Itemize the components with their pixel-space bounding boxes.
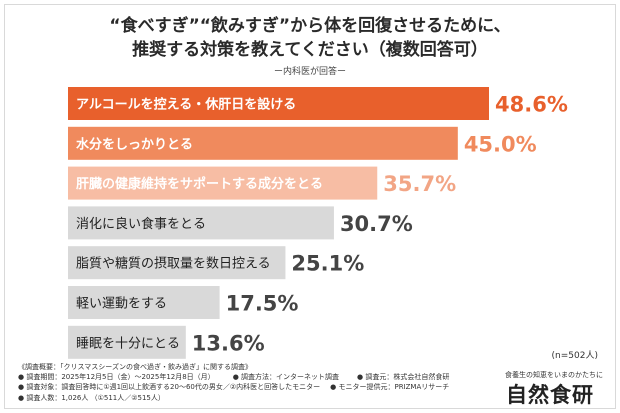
bar-7: [68, 325, 186, 359]
bar-label-7: 睡眠を十分にとる: [76, 336, 180, 351]
footnote-line: ● 調査対象：調査回答時に①週1回以上飲酒する20〜60代の男女／②内科医と回答…: [18, 382, 518, 392]
footnote-line: 《調査概要：「クリスマスシーズンの食べ過ぎ・飲み過ぎ」に関する調査》: [18, 363, 252, 371]
bar-2: [68, 126, 458, 160]
value-label-7: 13.6%: [192, 331, 265, 355]
brand-logo: 自然食研: [506, 382, 594, 407]
title-line-2: 推奨する対策を教えてください（複数回答可）: [132, 40, 488, 60]
footnote-line: ● 調査人数：1,026人 （①511人／②515人）: [18, 393, 165, 402]
bar-1: [68, 87, 489, 120]
bar-3: [68, 166, 378, 200]
bar-label-1: アルコールを控える・休肝日を設ける: [76, 97, 296, 113]
footnote-method: ● 調査方法：インターネット調査: [232, 373, 340, 382]
value-label-4: 30.7%: [340, 212, 413, 236]
title-line-1: “食べすぎ”“飲みすぎ”から体を回復させるために、: [109, 16, 511, 36]
bar-label-6: 軽い運動をする: [76, 297, 167, 312]
bar-label-4: 消化に良い食事をとる: [76, 216, 206, 232]
bar-6: [68, 286, 220, 319]
chart-title: “食べすぎ”“飲みすぎ”から体を回復させるために、 推奨する対策を教えてください…: [0, 14, 620, 62]
value-label-5: 25.1%: [291, 252, 364, 276]
bar-label-5: 脂質や糖質の摂取量を数日控える: [76, 256, 271, 272]
sample-size-note: (n=502人): [551, 351, 598, 361]
value-label-3: 35.7%: [383, 172, 456, 196]
logo-tagline: 食養生の知恵をいまのかたちに: [505, 371, 603, 379]
bar-5: [68, 246, 286, 280]
bar-label-2: 水分をしっかりとる: [76, 136, 193, 152]
footnote-period: ● 調査期間：2025年12月5日（金）〜2025年12月8日（月）: [18, 373, 215, 382]
value-label-1: 48.6%: [495, 93, 568, 117]
footnote-line: ● 調査期間：2025年12月5日（金）〜2025年12月8日（月） ● 調査方法…: [18, 372, 518, 382]
footnote-target: ● 調査対象：調査回答時に①週1回以上飲酒する20〜60代の男女／②内科医と回答…: [18, 383, 321, 392]
bar-label-3: 肝臓の健康維持をサポートする成分をとる: [76, 176, 323, 192]
value-label-2: 45.0%: [464, 132, 537, 156]
footnote-source: ● 調査元：株式会社自然食研: [357, 373, 450, 382]
bar-4: [68, 206, 334, 240]
value-label-6: 17.5%: [226, 292, 299, 316]
survey-footnotes: 《調査概要：「クリスマスシーズンの食べ過ぎ・飲み過ぎ」に関する調査》 ● 調査期…: [18, 362, 518, 403]
footnote-provider: ● モニター提供元：PRIZMAリサーチ: [330, 383, 450, 392]
chart-subtitle: ー内科医が回答ー: [273, 67, 346, 77]
